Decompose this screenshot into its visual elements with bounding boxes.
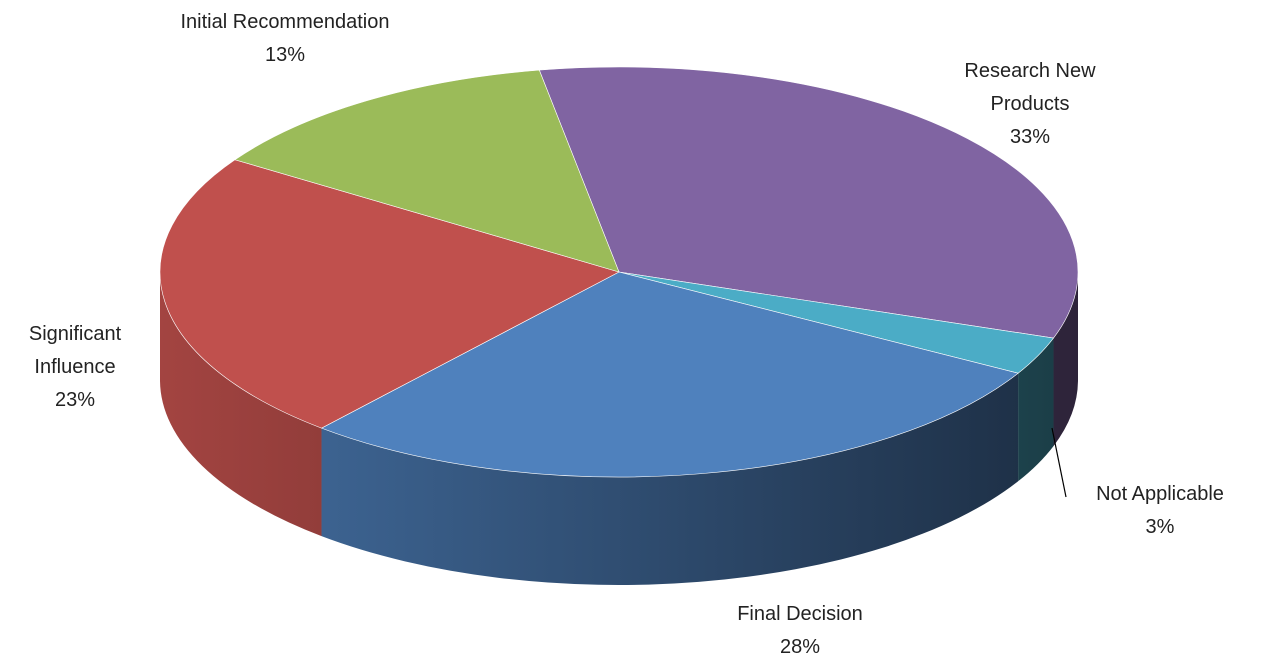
slice-label: Not Applicable 3% (1060, 478, 1260, 544)
value-label: 33% (1009, 126, 1051, 148)
value-label: 23% (54, 389, 96, 411)
slice-label: Research New Products 33% (940, 55, 1120, 154)
category-name: Significant Influence (28, 323, 122, 378)
value-label: 13% (264, 44, 306, 66)
slice-side (321, 373, 1019, 585)
slice (234, 69, 620, 273)
slice-side (1053, 272, 1078, 447)
slice (320, 271, 1019, 478)
slice-label: Significant Influence 23% (5, 318, 145, 417)
value-label: 3% (1145, 516, 1175, 538)
slice-label: Final Decision 28% (690, 598, 910, 664)
category-name: Final Decision (737, 603, 863, 625)
slice (538, 66, 1079, 339)
slice-side (160, 272, 322, 537)
slice-label: Initial Recommendation 13% (175, 6, 395, 72)
leader-line (1051, 427, 1067, 498)
category-name: Not Applicable (1096, 483, 1224, 505)
slice (159, 159, 620, 429)
value-label: 28% (779, 636, 821, 658)
category-name: Initial Recommendation (180, 11, 390, 33)
slice-side (1018, 338, 1054, 482)
category-name: Research New Products (964, 60, 1096, 115)
